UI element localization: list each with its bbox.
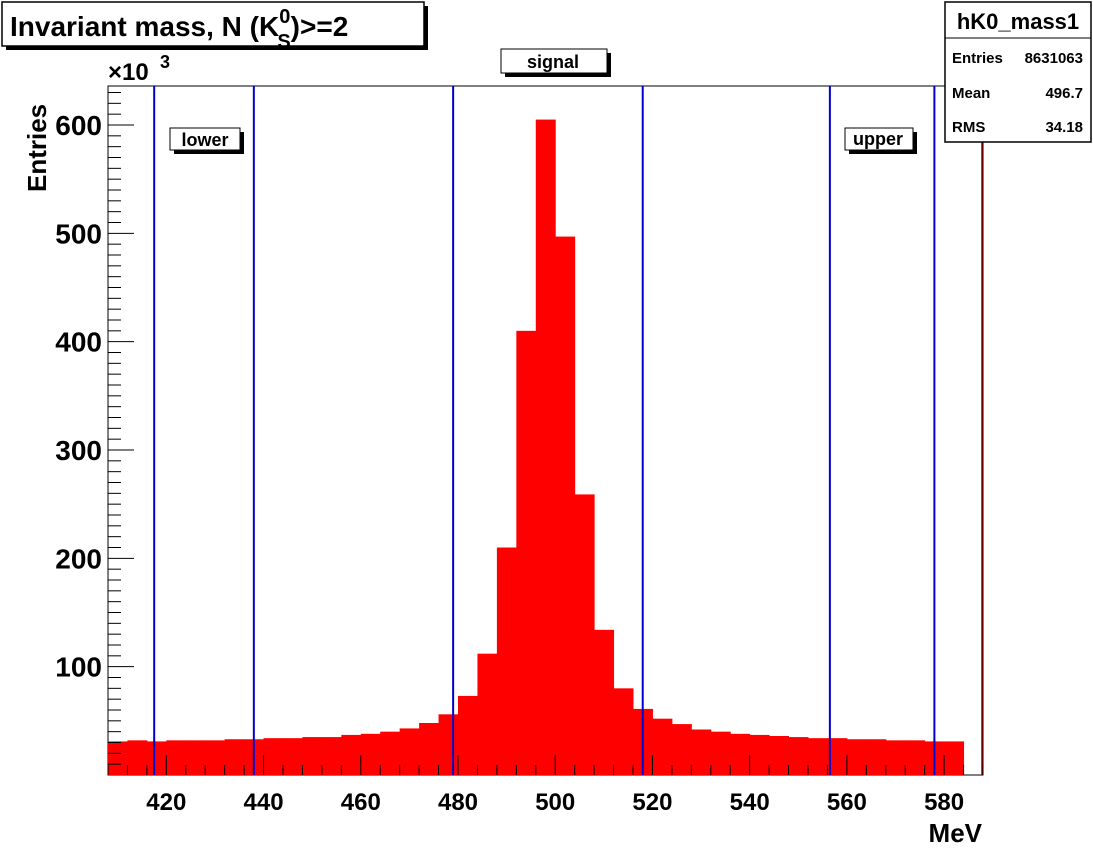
x-tick-label-500: 500 — [535, 789, 575, 816]
y-tick-label-500: 500 — [55, 218, 102, 249]
bar-504 — [574, 494, 595, 775]
bar-476 — [438, 714, 459, 775]
stats-entries-label: Entries — [952, 50, 1003, 67]
x-tick-label-440: 440 — [244, 789, 284, 816]
bar-440 — [263, 738, 284, 775]
svg-text:signal: signal — [527, 52, 579, 72]
y-tick-label-600: 600 — [55, 110, 102, 141]
x-tick-label-460: 460 — [341, 789, 381, 816]
stats-mean-label: Mean — [952, 85, 990, 102]
bar-572 — [905, 740, 926, 775]
y-tick-label-100: 100 — [55, 652, 102, 683]
bar-536 — [730, 733, 751, 775]
bar-552 — [808, 738, 828, 775]
y-tick-label-300: 300 — [55, 435, 102, 466]
bar-464 — [380, 731, 401, 775]
x-tick-label-580: 580 — [924, 789, 964, 816]
y-tick-label-400: 400 — [55, 327, 102, 358]
title-main: Invariant mass, N (K — [10, 11, 279, 42]
x-axis-ticks: 420 440 460 480 500 520 540 560 580 — [107, 755, 984, 816]
bar-544 — [769, 736, 790, 775]
bar-548 — [788, 737, 809, 775]
svg-text:upper: upper — [853, 129, 903, 149]
bar-460 — [360, 733, 381, 775]
y-scale-exponent: 3 — [160, 52, 170, 72]
bar-420 — [166, 740, 187, 775]
x-axis-label: MeV — [929, 818, 983, 848]
bar-580 — [944, 741, 965, 775]
stats-mean-value: 496.7 — [1045, 85, 1083, 102]
y-axis-ticks: 100 200 300 400 500 600 — [55, 92, 134, 765]
bar-532 — [710, 731, 731, 775]
title-sub: S — [277, 31, 290, 53]
y-scale-label: ×10 — [108, 59, 149, 86]
x-tick-label-540: 540 — [730, 789, 770, 816]
stats-entries-value: 8631063 — [1025, 50, 1083, 67]
chart-title: Invariant mass, N (K0 S)>=2 — [10, 6, 348, 53]
stats-rms-value: 34.18 — [1045, 119, 1083, 136]
bar-520 — [652, 718, 673, 775]
bar-452 — [321, 737, 342, 775]
bar-500 — [555, 236, 576, 776]
bar-556 — [827, 738, 848, 775]
bar-496 — [535, 119, 556, 776]
bar-564 — [866, 739, 887, 775]
bar-424 — [185, 740, 206, 775]
bar-568 — [885, 740, 906, 775]
y-axis-label: Entries — [22, 104, 52, 192]
bar-480 — [458, 695, 478, 775]
bar-456 — [341, 734, 362, 775]
title-box — [1, 1, 425, 47]
bar-448 — [302, 737, 323, 775]
bar-492 — [516, 330, 537, 775]
bar-512 — [613, 688, 634, 775]
x-tick-label-480: 480 — [438, 789, 478, 816]
y-tick-label-200: 200 — [55, 543, 102, 574]
bar-472 — [419, 723, 440, 775]
bar-408 — [108, 741, 128, 775]
bar-484 — [477, 653, 498, 775]
bar-540 — [749, 734, 770, 775]
bar-412 — [127, 740, 148, 775]
title-sup: 0 — [279, 6, 290, 28]
title-tail: )>=2 — [291, 11, 349, 42]
bar-528 — [691, 729, 712, 775]
region-lines — [153, 86, 936, 775]
x-tick-label-560: 560 — [827, 789, 867, 816]
svg-text:lower: lower — [181, 130, 228, 150]
stats-box: hK0_mass1 Entries 8631063 Mean 496.7 RMS… — [944, 1, 1092, 143]
label-lower: lower — [169, 127, 244, 154]
bar-508 — [594, 629, 615, 775]
stats-rms-label: RMS — [952, 119, 985, 136]
bar-524 — [671, 724, 692, 775]
x-tick-label-420: 420 — [146, 789, 186, 816]
bar-560 — [846, 739, 867, 775]
label-signal: signal — [500, 48, 611, 77]
label-upper: upper — [844, 127, 917, 154]
x-tick-label-520: 520 — [632, 789, 672, 816]
bar-416 — [146, 741, 167, 775]
bar-432 — [224, 739, 245, 775]
bar-444 — [283, 738, 303, 775]
bar-468 — [399, 728, 420, 775]
bar-428 — [205, 740, 226, 775]
stats-name: hK0_mass1 — [957, 9, 1079, 34]
bar-488 — [496, 547, 517, 775]
